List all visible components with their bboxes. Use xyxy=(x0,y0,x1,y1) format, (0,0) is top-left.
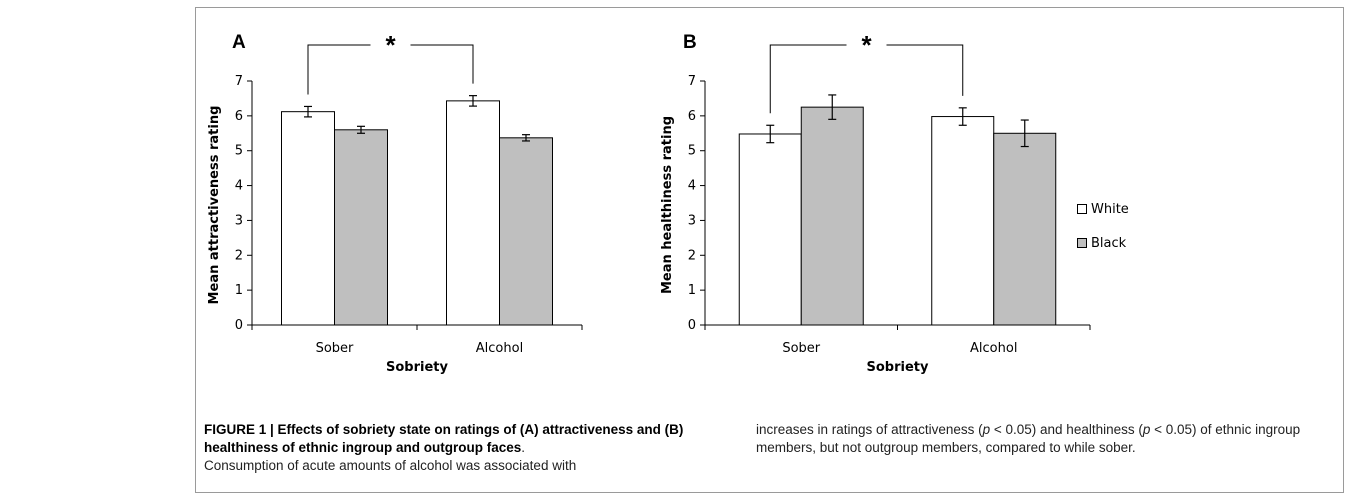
y-tick-label-a-2: 2 xyxy=(235,248,243,263)
x-tick-label-a-alcohol: Alcohol xyxy=(476,341,523,356)
legend-item-black: Black xyxy=(1077,232,1129,254)
bar-a-sober-black xyxy=(334,129,388,326)
caption-right-part-1: increases in ratings of attractiveness ( xyxy=(756,422,983,437)
caption-p-2: p xyxy=(1142,422,1151,437)
caption-right: increases in ratings of attractiveness (… xyxy=(756,421,1316,457)
y-tick-label-a-5: 5 xyxy=(235,144,243,159)
significance-bracket-left-b xyxy=(769,44,847,114)
y-tick-label-b-7: 7 xyxy=(688,74,696,89)
caption-right-part-2: < 0.05) and healthiness ( xyxy=(990,422,1143,437)
legend: White Black xyxy=(1077,198,1129,266)
bar-b-sober-white xyxy=(738,133,802,326)
legend-label-white: White xyxy=(1091,201,1129,217)
bar-a-sober-white xyxy=(281,111,335,326)
caption-left: FIGURE 1 | Effects of sobriety state on … xyxy=(204,421,744,475)
bar-b-sober-black xyxy=(800,106,864,326)
y-tick-label-b-5: 5 xyxy=(688,144,696,159)
panel-label-a: A xyxy=(232,32,246,53)
y-tick-label-b-4: 4 xyxy=(688,179,696,194)
significance-star-b: * xyxy=(861,30,872,60)
legend-label-black: Black xyxy=(1091,235,1127,251)
legend-swatch-black xyxy=(1077,238,1087,248)
y-tick-label-b-6: 6 xyxy=(688,109,696,124)
x-tick-label-b-alcohol: Alcohol xyxy=(970,341,1017,356)
caption-p-1: p xyxy=(982,422,991,437)
caption-left-body: Consumption of acute amounts of alcohol … xyxy=(204,458,577,473)
y-tick-label-a-1: 1 xyxy=(235,283,243,298)
legend-swatch-white xyxy=(1077,204,1087,214)
significance-star-a: * xyxy=(385,30,396,60)
panel-b: 0 1 2 3 4 5 6 7 Sober Alcohol Sobriety Mean healthi… xyxy=(660,30,1091,375)
bar-b-alcohol-white xyxy=(931,116,995,326)
y-tick-label-b-1: 1 xyxy=(688,283,696,298)
x-axis-title-b: Sobriety xyxy=(867,360,929,375)
significance-bracket-left-a xyxy=(307,44,371,95)
y-axis-title-a: Mean attractiveness rating xyxy=(207,106,222,305)
panel-a: 0 1 2 3 4 5 6 7 Sober Alcohol Sobriety Mean attract… xyxy=(207,30,583,375)
figure-svg: 0 1 2 3 4 5 6 7 Sober Alcohol Sobriety Mean attract… xyxy=(207,30,1091,375)
caption-right-part-3: < 0.05) of ethnic ingroup members, but n… xyxy=(756,422,1301,455)
caption-title-end: . xyxy=(521,440,526,455)
bar-a-alcohol-black xyxy=(499,137,553,326)
y-tick-label-a-3: 3 xyxy=(235,213,243,228)
significance-bracket-right-a xyxy=(410,44,474,84)
panel-label-b: B xyxy=(683,32,697,53)
bar-b-alcohol-black xyxy=(993,132,1057,326)
y-tick-label-a-4: 4 xyxy=(235,179,243,194)
y-tick-label-b-3: 3 xyxy=(688,213,696,228)
y-tick-label-a-0: 0 xyxy=(235,318,243,333)
caption-title: FIGURE 1 | Effects of sobriety state on … xyxy=(204,422,684,455)
y-tick-label-b-0: 0 xyxy=(688,318,696,333)
significance-bracket-right-b xyxy=(886,44,964,96)
legend-item-white: White xyxy=(1077,198,1129,220)
y-axis-title-b: Mean healthiness rating xyxy=(660,116,675,294)
bar-a-alcohol-white xyxy=(446,100,500,326)
x-tick-label-b-sober: Sober xyxy=(782,341,820,356)
y-tick-label-a-6: 6 xyxy=(235,109,243,124)
y-tick-label-b-2: 2 xyxy=(688,248,696,263)
y-tick-label-a-7: 7 xyxy=(235,74,243,89)
x-axis-title-a: Sobriety xyxy=(386,360,448,375)
x-tick-label-a-sober: Sober xyxy=(316,341,354,356)
